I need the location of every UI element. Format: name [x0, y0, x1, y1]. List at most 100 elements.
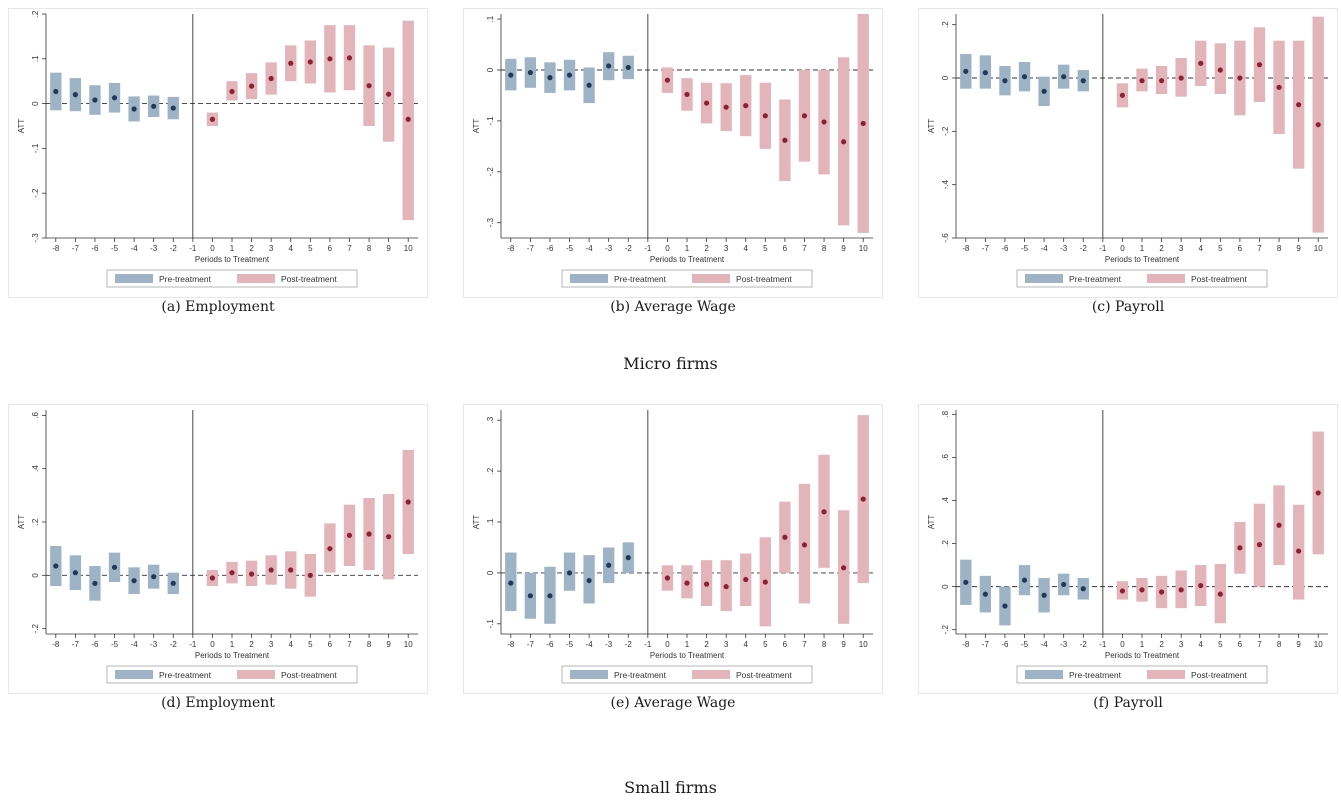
point-estimate-post — [1198, 60, 1204, 66]
x-tick-label: 1 — [230, 244, 235, 253]
point-estimate-post — [821, 119, 827, 125]
legend-swatch-post — [237, 274, 275, 283]
chart-panel-e: -.1 0 .1 .2 .3 ATT -8 -7 -6 -5 -4 -3 -2 -1 0 1 2 3 4 5 6 7 8 9 1… — [463, 404, 883, 694]
x-tick-label: 6 — [1238, 640, 1243, 649]
point-estimate-post — [743, 576, 749, 583]
point-estimate-post — [801, 542, 808, 548]
y-tick-label: .2 — [486, 467, 495, 474]
chart-svg: -.2 0 .2 .4 .6 .8 ATT -8 -7 -6 -5 -4 -3 -2 -1 0 1 2 3 4 5 6 7 8… — [918, 404, 1338, 694]
x-tick-label: -1 — [644, 244, 652, 253]
point-estimate-post — [1158, 78, 1165, 84]
point-estimate-post — [327, 56, 333, 62]
legend-label-pre: Pre-treatment — [159, 670, 212, 680]
point-estimate-pre — [586, 82, 592, 88]
x-tick-label: 9 — [386, 244, 391, 253]
legend-label-post: Post-treatment — [281, 670, 337, 680]
point-estimate-post — [405, 499, 411, 505]
x-tick-label: 2 — [249, 244, 254, 253]
x-axis-label: Periods to Treatment — [650, 255, 725, 264]
point-estimate-post — [209, 575, 216, 581]
y-tick-label: -.2 — [486, 167, 495, 177]
point-estimate-post — [1296, 548, 1302, 554]
y-tick-label: .1 — [31, 55, 40, 62]
legend-swatch-pre — [570, 670, 608, 679]
x-tick-label: 5 — [308, 640, 313, 649]
x-tick-label: -5 — [111, 640, 119, 649]
point-estimate-pre — [1041, 88, 1047, 94]
x-tick-label: -4 — [1041, 244, 1049, 253]
x-tick-label: -4 — [586, 640, 594, 649]
point-estimate-post — [743, 103, 749, 109]
plot-area — [956, 14, 1328, 238]
x-axis-label: Periods to Treatment — [1105, 255, 1180, 264]
point-estimate-post — [366, 531, 372, 537]
y-tick-label: -.1 — [486, 619, 495, 629]
x-axis-label: Periods to Treatment — [195, 255, 270, 264]
x-tick-label: 2 — [704, 244, 709, 253]
x-tick-label: -8 — [507, 244, 515, 253]
legend-label-pre: Pre-treatment — [1069, 274, 1122, 284]
x-tick-label: 1 — [230, 640, 235, 649]
point-estimate-post — [1198, 582, 1204, 589]
x-tick-label: 7 — [347, 244, 352, 253]
point-estimate-post — [1237, 75, 1243, 81]
point-estimate-post — [405, 116, 411, 122]
x-tick-label: 7 — [802, 640, 807, 649]
group-title-micro: Micro firms — [623, 354, 718, 373]
x-tick-label: 9 — [386, 640, 391, 649]
point-estimate-post — [664, 77, 671, 83]
point-estimate-post — [762, 113, 768, 119]
point-estimate-post — [1178, 587, 1184, 593]
point-estimate-post — [801, 113, 808, 119]
x-axis-label: Periods to Treatment — [1105, 651, 1180, 660]
y-tick-label: -.2 — [941, 624, 950, 634]
point-estimate-post — [703, 581, 710, 587]
y-tick-label: 0 — [486, 570, 495, 575]
point-estimate-post — [1276, 522, 1282, 528]
x-tick-label: -2 — [1080, 244, 1088, 253]
x-tick-label: -1 — [644, 640, 652, 649]
plot-area — [501, 14, 873, 238]
point-estimate-post — [1119, 588, 1126, 594]
x-tick-label: -6 — [91, 244, 99, 253]
point-estimate-post — [248, 83, 255, 89]
y-tick-label: .2 — [941, 540, 950, 547]
x-tick-label: 6 — [328, 244, 333, 253]
y-tick-label: .4 — [31, 465, 40, 472]
x-tick-label: -2 — [170, 244, 178, 253]
point-estimate-pre — [527, 593, 533, 599]
x-tick-label: -3 — [605, 640, 613, 649]
legend-box — [106, 665, 358, 684]
point-estimate-pre — [1061, 581, 1067, 588]
x-tick-label: -7 — [527, 244, 535, 253]
point-estimate-pre — [625, 555, 631, 561]
y-tick-label: 0 — [941, 75, 950, 80]
x-tick-label: 3 — [1179, 244, 1184, 253]
point-estimate-pre — [1061, 74, 1067, 80]
point-estimate-post — [346, 532, 353, 538]
point-estimate-post — [307, 572, 313, 578]
legend-swatch-post — [1147, 670, 1185, 679]
x-tick-label: -6 — [546, 244, 554, 253]
x-tick-label: 2 — [1159, 244, 1164, 253]
point-estimate-post — [1256, 542, 1263, 548]
y-tick-label: .2 — [31, 518, 40, 525]
x-tick-label: 1 — [685, 244, 690, 253]
chart-svg: -.2 0 .2 .4 .6 ATT -8 -7 -6 -5 -4 -3 -2 -1 0 1 2 3 4 5 6 7 8 9 1… — [8, 404, 428, 694]
x-tick-label: -8 — [962, 640, 970, 649]
legend-label-post: Post-treatment — [736, 274, 792, 284]
x-tick-label: -5 — [566, 640, 574, 649]
y-tick-label: -.4 — [941, 179, 950, 189]
x-tick-label: 4 — [744, 244, 749, 253]
x-tick-label: -7 — [982, 244, 990, 253]
point-estimate-pre — [131, 578, 137, 584]
x-tick-label: 8 — [822, 640, 827, 649]
point-estimate-pre — [1002, 78, 1008, 84]
x-tick-label: -3 — [1060, 640, 1068, 649]
x-tick-label: -8 — [962, 244, 970, 253]
point-estimate-post — [248, 571, 255, 577]
x-tick-label: 9 — [1296, 244, 1301, 253]
point-estimate-pre — [72, 92, 78, 98]
x-tick-label: 5 — [1218, 244, 1223, 253]
point-estimate-post — [703, 100, 710, 106]
